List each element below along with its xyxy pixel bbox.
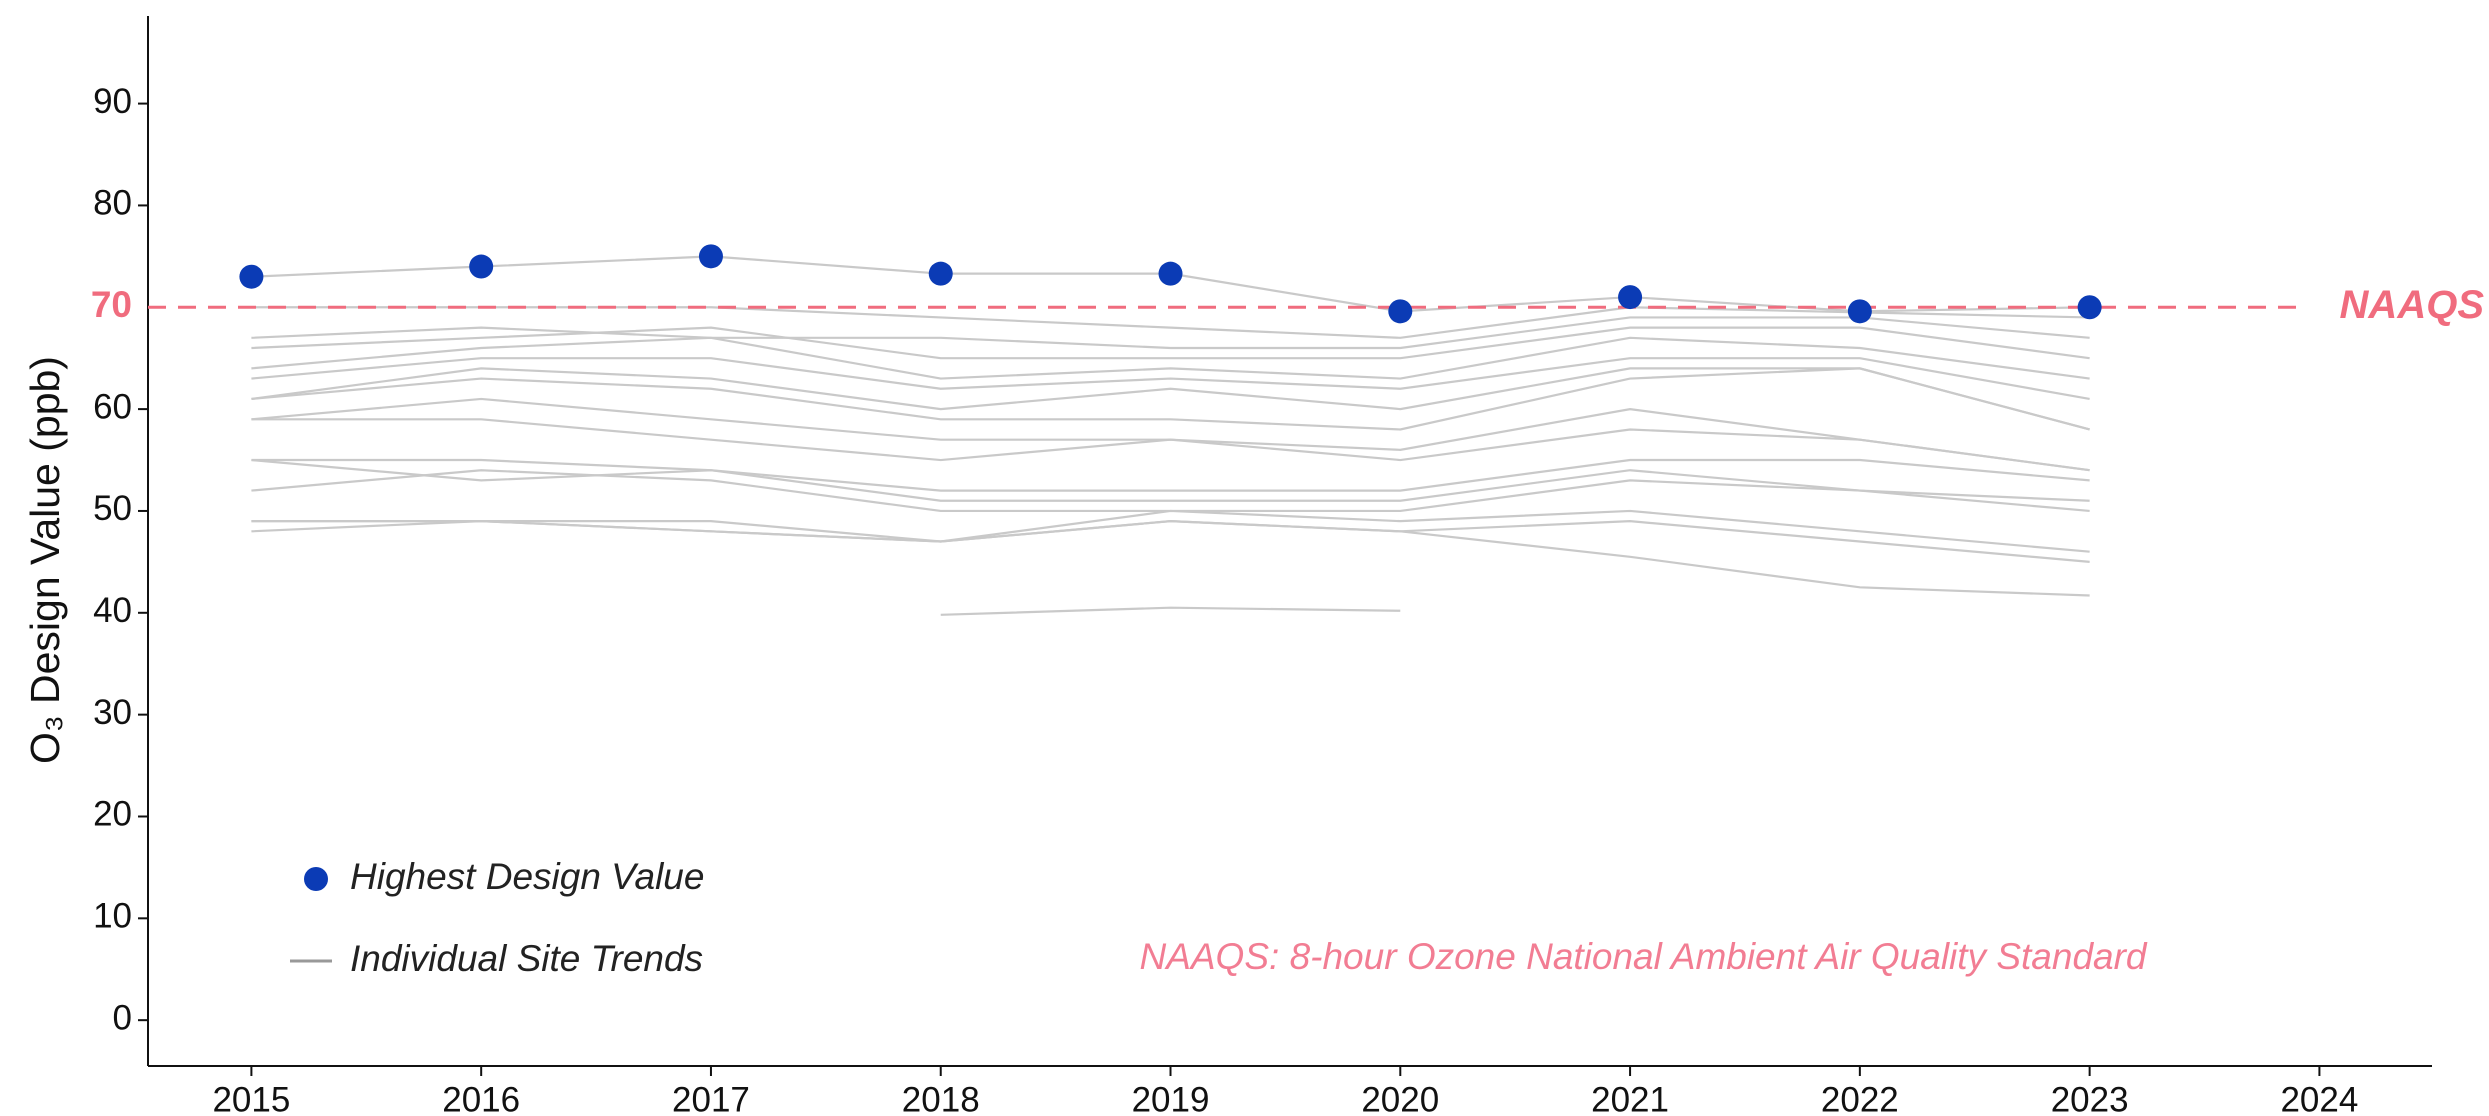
- highest-marker: [239, 264, 264, 289]
- x-tick-label: 2023: [2051, 1080, 2129, 1116]
- x-tick-label: 2024: [2280, 1080, 2358, 1116]
- site-trend-line: [251, 326, 2090, 360]
- y-tick-label: 40: [93, 591, 132, 630]
- site-trend-line: [251, 367, 2090, 431]
- x-tick-label: 2018: [902, 1080, 980, 1116]
- highest-marker: [1158, 261, 1183, 286]
- site-trend-line: [251, 336, 2090, 380]
- y-tick-label: 90: [93, 82, 132, 121]
- highest-marker: [1847, 299, 1872, 324]
- site-trend-line: [251, 520, 2090, 597]
- x-tick-label: 2022: [1821, 1080, 1899, 1116]
- x-tick-label: 2020: [1361, 1080, 1439, 1116]
- x-tick-label: 2017: [672, 1080, 750, 1116]
- site-trend-line: [251, 316, 2090, 350]
- y-tick-label: 30: [93, 693, 132, 732]
- site-trend-line: [251, 458, 2090, 502]
- site-trend-line: [251, 367, 2090, 431]
- highest-marker: [698, 244, 723, 269]
- reference-label: NAAQS: [2340, 283, 2485, 327]
- y-tick-label: 60: [93, 387, 132, 426]
- site-trend-line: [940, 606, 1401, 616]
- highest-marker: [2077, 295, 2102, 320]
- legend-marker: [304, 867, 328, 891]
- y-tick-label: 50: [93, 489, 132, 528]
- y-tick-label: 0: [113, 998, 132, 1037]
- x-tick-label: 2015: [212, 1080, 290, 1116]
- legend-label: Individual Site Trends: [350, 938, 703, 979]
- x-tick-label: 2016: [442, 1080, 520, 1116]
- legend-label: Highest Design Value: [350, 856, 704, 897]
- site-trend-line: [251, 306, 2090, 339]
- highest-marker: [469, 254, 494, 279]
- annotation: NAAQS: 8-hour Ozone National Ambient Air…: [1139, 936, 2147, 977]
- x-tick-label: 2019: [1132, 1080, 1210, 1116]
- reference-value-label: 70: [91, 284, 132, 325]
- site-trend-line: [251, 509, 2090, 553]
- site-trend-line: [251, 418, 2090, 472]
- site-trend-line: [251, 458, 2090, 492]
- y-tick-label: 20: [93, 795, 132, 834]
- highest-marker: [928, 261, 953, 286]
- y-tick-label: 10: [93, 897, 132, 936]
- highest-marker: [1618, 285, 1643, 310]
- highest-marker: [1388, 299, 1413, 324]
- site-trend-line: [251, 357, 2090, 401]
- x-tick-label: 2021: [1591, 1080, 1669, 1116]
- y-axis-title: O₃ Design Value (ppb): [22, 356, 68, 764]
- y-tick-label: 80: [93, 184, 132, 223]
